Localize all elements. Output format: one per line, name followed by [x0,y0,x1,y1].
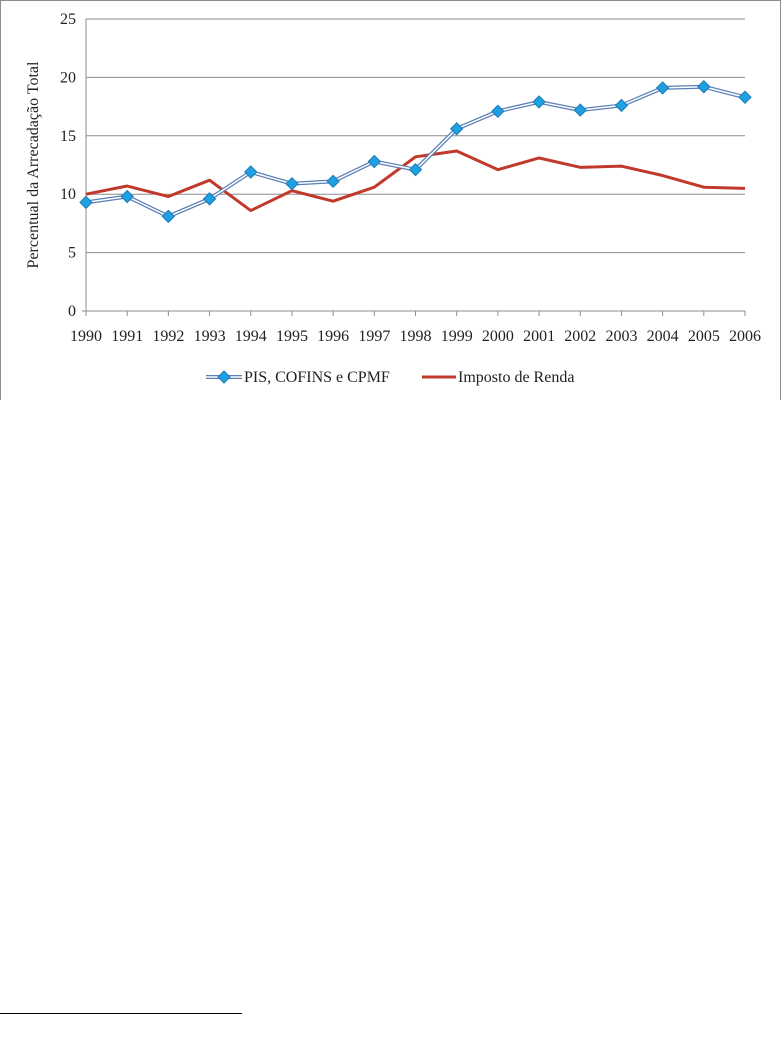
data-point-marker [285,176,299,191]
x-tick-label: 1999 [441,328,473,345]
data-point-marker [532,95,546,109]
data-point-marker [738,90,752,104]
data-point-marker [449,122,464,136]
footnote-rule [0,1013,242,1014]
y-tick-label: 25 [60,11,76,28]
chart-frame [0,0,781,400]
data-point-marker [326,174,340,189]
series-line-imposto-de-renda [85,149,746,213]
y-tick-label: 20 [60,69,76,86]
x-tick-label: 2001 [523,328,555,345]
x-tick-label: 1991 [111,328,143,345]
data-point-marker [202,192,217,206]
legend-marker-diamond [217,370,231,384]
legend-label-imposto-de-renda: Imposto de Renda [458,369,574,386]
data-point-marker [614,98,629,113]
x-tick-label: 1995 [276,328,308,345]
y-tick-label: 0 [68,303,76,320]
data-point-marker [367,154,382,169]
data-point-marker [491,104,505,118]
y-axis-label: Percentual da Arrecadação Total [25,61,42,268]
data-point-marker [161,209,176,224]
data-point-marker [120,189,134,204]
x-tick-label: 2000 [482,328,514,345]
x-tick-label: 1998 [400,328,432,345]
x-tick-label: 2004 [647,328,679,345]
series-line-pis-cofins-cpmf-inner [85,85,746,218]
x-tick-label: 1994 [235,328,267,345]
x-tick-label: 2006 [729,328,761,345]
y-tick-label: 5 [68,245,76,262]
line-chart: 0 5 10 15 20 25 1990 1991 1992 1993 1994 1995 1996 19… [25,11,761,386]
data-point-marker [408,162,423,177]
legend-label-pis-cofins-cpmf: PIS, COFINS e CPMF [244,369,390,386]
data-point-marker [573,103,587,117]
y-tick-label: 10 [60,186,76,203]
y-tick-label: 15 [60,128,76,145]
data-point-marker [79,195,93,210]
x-tick-label: 1990 [70,328,102,345]
x-tick-label: 2002 [564,328,596,345]
x-tick-label: 1997 [358,328,390,345]
series-line-pis-cofins-cpmf [85,84,746,219]
x-tick-label: 1996 [317,328,349,345]
x-tick-label: 1992 [152,328,184,345]
data-point-marker [697,80,711,94]
data-point-marker [655,81,670,95]
x-tick-label: 1993 [194,328,226,345]
data-point-marker [244,165,258,179]
x-tick-label: 2003 [605,328,637,345]
x-tick-label: 2005 [688,328,720,345]
